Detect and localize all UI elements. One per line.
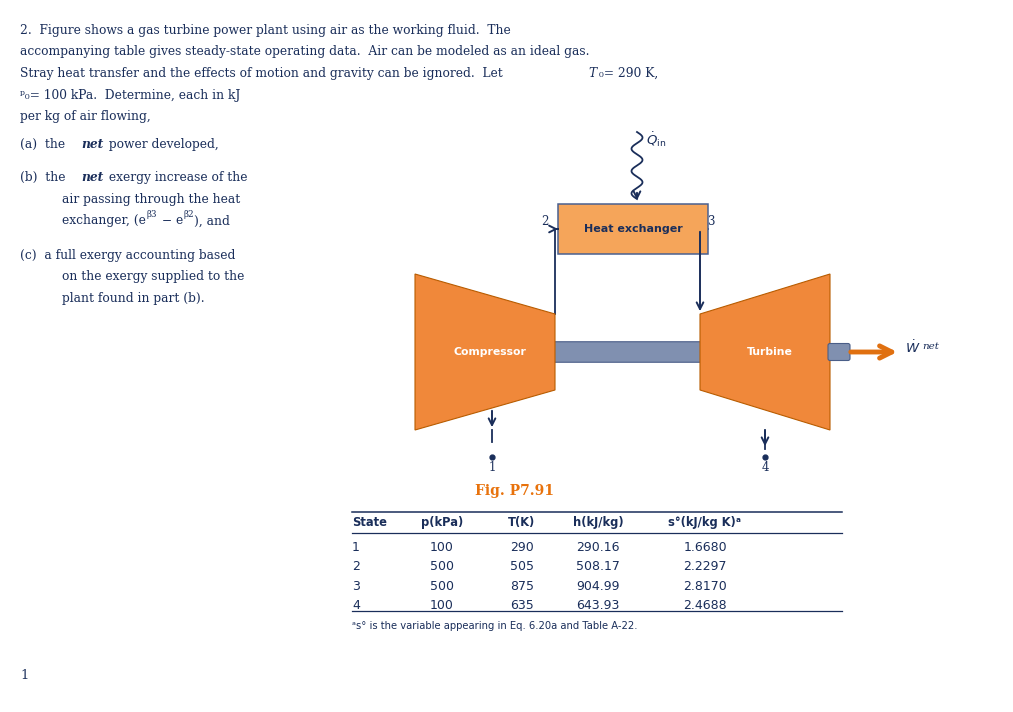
Text: exchanger, (e: exchanger, (e (62, 214, 146, 227)
Text: 100: 100 (431, 599, 454, 612)
Text: 1.6680: 1.6680 (683, 540, 726, 554)
Text: 4: 4 (352, 599, 360, 612)
Text: Turbine: Turbine (747, 347, 793, 357)
Text: per kg of air flowing,: per kg of air flowing, (20, 110, 151, 123)
Text: exergy increase of the: exergy increase of the (105, 172, 247, 184)
Text: 2: 2 (541, 215, 548, 228)
Text: net: net (81, 138, 103, 151)
Text: 904.99: 904.99 (576, 580, 620, 592)
Text: − e: − e (158, 214, 183, 227)
Text: 3: 3 (707, 215, 714, 228)
Text: 505: 505 (510, 560, 534, 573)
Text: $\dot{Q}_{\mathrm{in}}$: $\dot{Q}_{\mathrm{in}}$ (646, 130, 667, 149)
Text: on the exergy supplied to the: on the exergy supplied to the (62, 270, 244, 283)
Text: Fig. P7.91: Fig. P7.91 (475, 484, 554, 498)
Text: 2.  Figure shows a gas turbine power plant using air as the working fluid.  The: 2. Figure shows a gas turbine power plan… (20, 24, 511, 37)
Text: 508.17: 508.17 (576, 560, 620, 573)
Text: Compressor: Compressor (454, 347, 527, 357)
Text: 290: 290 (511, 540, 534, 554)
Text: p(kPa): p(kPa) (420, 516, 463, 529)
Text: net: net (81, 172, 103, 184)
Text: Heat exchanger: Heat exchanger (583, 224, 683, 234)
Text: β2: β2 (184, 210, 194, 219)
Text: (a)  the: (a) the (20, 138, 69, 151)
FancyBboxPatch shape (558, 204, 708, 254)
Text: ₀= 290 K,: ₀= 290 K, (599, 67, 658, 80)
Text: h(kJ/kg): h(kJ/kg) (572, 516, 623, 529)
Text: 1: 1 (488, 461, 495, 474)
Text: 500: 500 (430, 560, 454, 573)
Text: 3: 3 (352, 580, 360, 592)
Text: Stray heat transfer and the effects of motion and gravity can be ignored.  Let: Stray heat transfer and the effects of m… (20, 67, 506, 80)
Text: 875: 875 (510, 580, 534, 592)
Text: State: State (352, 516, 387, 529)
Text: β3: β3 (147, 210, 157, 219)
Text: ᵖ₀= 100 kPa.  Determine, each in kJ: ᵖ₀= 100 kPa. Determine, each in kJ (20, 88, 240, 102)
Text: 2.4688: 2.4688 (683, 599, 726, 612)
Text: 1: 1 (352, 540, 360, 554)
FancyBboxPatch shape (552, 342, 702, 362)
Text: $\dot{W}$: $\dot{W}$ (905, 339, 921, 355)
Text: power developed,: power developed, (105, 138, 219, 151)
Text: 635: 635 (511, 599, 534, 612)
Text: 643.93: 643.93 (576, 599, 620, 612)
Text: ), and: ), and (194, 214, 230, 227)
Text: (b)  the: (b) the (20, 172, 69, 184)
Text: net: net (922, 342, 939, 351)
Text: 2: 2 (352, 560, 360, 573)
Text: s°(kJ/kg K)ᵃ: s°(kJ/kg K)ᵃ (669, 516, 742, 529)
Text: 2.2297: 2.2297 (683, 560, 726, 573)
Text: 4: 4 (761, 461, 769, 474)
Polygon shape (700, 274, 830, 430)
Text: 2.8170: 2.8170 (683, 580, 727, 592)
Text: (c)  a full exergy accounting based: (c) a full exergy accounting based (20, 248, 235, 262)
Text: T(K): T(K) (509, 516, 536, 529)
FancyBboxPatch shape (828, 343, 850, 360)
Text: 290.16: 290.16 (576, 540, 620, 554)
Text: air passing through the heat: air passing through the heat (62, 193, 240, 206)
Text: ᵃs° is the variable appearing in Eq. 6.20a and Table A-22.: ᵃs° is the variable appearing in Eq. 6.2… (352, 622, 637, 632)
Text: 100: 100 (431, 540, 454, 554)
Text: T: T (588, 67, 596, 80)
Polygon shape (415, 274, 555, 430)
Text: plant found in part (b).: plant found in part (b). (62, 292, 205, 305)
Text: 1: 1 (20, 669, 28, 682)
Text: accompanying table gives steady-state operating data.  Air can be modeled as an : accompanying table gives steady-state op… (20, 46, 590, 58)
Text: 500: 500 (430, 580, 454, 592)
